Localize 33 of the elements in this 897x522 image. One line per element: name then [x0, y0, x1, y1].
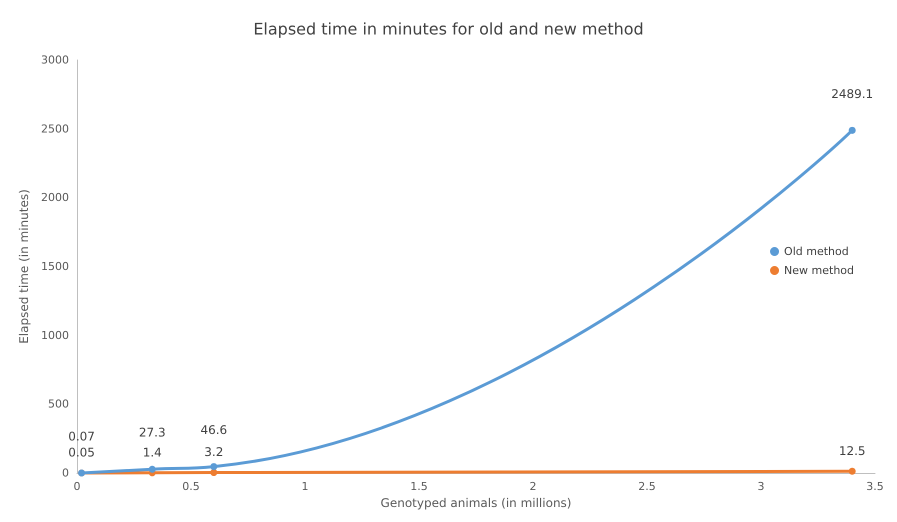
y-tick-label: 0	[62, 466, 69, 480]
x-tick-label: 3	[758, 480, 764, 493]
x-tick-label: 2	[530, 480, 536, 493]
x-tick-label: 2.5	[638, 480, 656, 493]
x-tick-label: 1	[302, 480, 308, 493]
data-label: 1.4	[142, 445, 162, 460]
point	[848, 468, 856, 475]
x-tick-label: 1.5	[410, 480, 428, 493]
y-tick-label: 1000	[41, 328, 69, 342]
y-tick-label: 1500	[41, 260, 69, 273]
legend-label: New method	[784, 264, 854, 277]
y-tick-label: 2000	[41, 191, 69, 204]
data-label: 0.07	[68, 429, 95, 444]
data-label: 46.6	[200, 423, 228, 438]
point	[210, 469, 218, 476]
y-tick-label: 3000	[41, 54, 69, 66]
data-label: 3.2	[204, 445, 224, 460]
point	[848, 126, 856, 134]
y-tick-label: 2500	[41, 122, 69, 136]
x-tick-label: 0	[74, 480, 80, 493]
data-label: 0.05	[68, 445, 95, 460]
y-axis-title: Elapsed time (in minutes)	[17, 189, 32, 344]
chart-title: Elapsed time in minutes for old and new method	[253, 20, 644, 38]
data-label: 27.3	[138, 426, 166, 440]
legend-label: Old method	[784, 245, 849, 258]
y-tick-label: 500	[48, 398, 69, 411]
data-label: 2489.1	[831, 86, 874, 101]
point	[210, 463, 218, 470]
x-axis-title: Genotyped animals (in millions)	[380, 496, 572, 510]
data-label: 12.5	[838, 444, 866, 458]
point	[148, 466, 156, 473]
x-tick-label: 3.5	[866, 480, 884, 493]
x-tick-label: 0.5	[182, 480, 200, 493]
